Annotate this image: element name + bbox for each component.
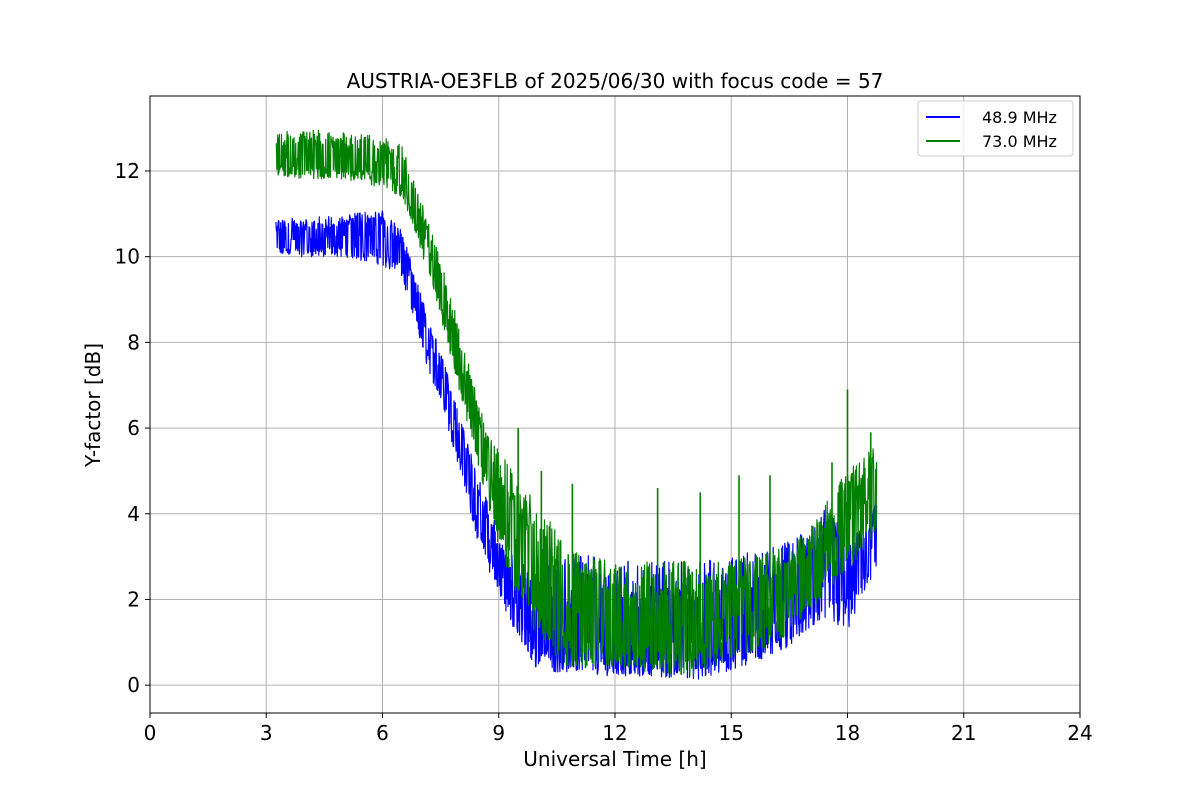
x-tick-label-1: 3 bbox=[260, 721, 273, 745]
y-tick-label-5: 10 bbox=[115, 245, 140, 269]
y-tick-label-2: 4 bbox=[127, 502, 140, 526]
chart-title: AUSTRIA-OE3FLB of 2025/06/30 with focus … bbox=[347, 69, 884, 93]
y-tick-label-0: 0 bbox=[127, 673, 140, 697]
legend-box bbox=[917, 100, 1074, 157]
y-tick-label-3: 6 bbox=[127, 416, 140, 440]
legend-label-48-9-mhz: 48.9 MHz bbox=[982, 108, 1057, 127]
series-line-73-0-mhz bbox=[275, 129, 878, 677]
x-tick-label-7: 21 bbox=[951, 721, 976, 745]
y-tick-label-1: 2 bbox=[127, 587, 140, 611]
legend-label-73-0-mhz: 73.0 MHz bbox=[982, 132, 1057, 151]
y-tick-label-6: 12 bbox=[115, 159, 140, 183]
series-line-48-9-mhz bbox=[275, 210, 878, 680]
x-tick-label-5: 15 bbox=[719, 721, 744, 745]
x-tick-label-4: 12 bbox=[602, 721, 627, 745]
plot-area bbox=[275, 129, 878, 680]
legend: 48.9 MHz 73.0 MHz bbox=[917, 100, 1074, 157]
x-tick-label-8: 24 bbox=[1067, 721, 1092, 745]
x-tick-label-3: 9 bbox=[492, 721, 505, 745]
x-tick-label-2: 6 bbox=[376, 721, 389, 745]
y-axis-label: Y-factor [dB] bbox=[81, 343, 105, 468]
x-axis-label: Universal Time [h] bbox=[523, 747, 706, 771]
y-tick-label-4: 8 bbox=[127, 330, 140, 354]
x-tick-label-6: 18 bbox=[835, 721, 860, 745]
x-tick-label-0: 0 bbox=[144, 721, 157, 745]
